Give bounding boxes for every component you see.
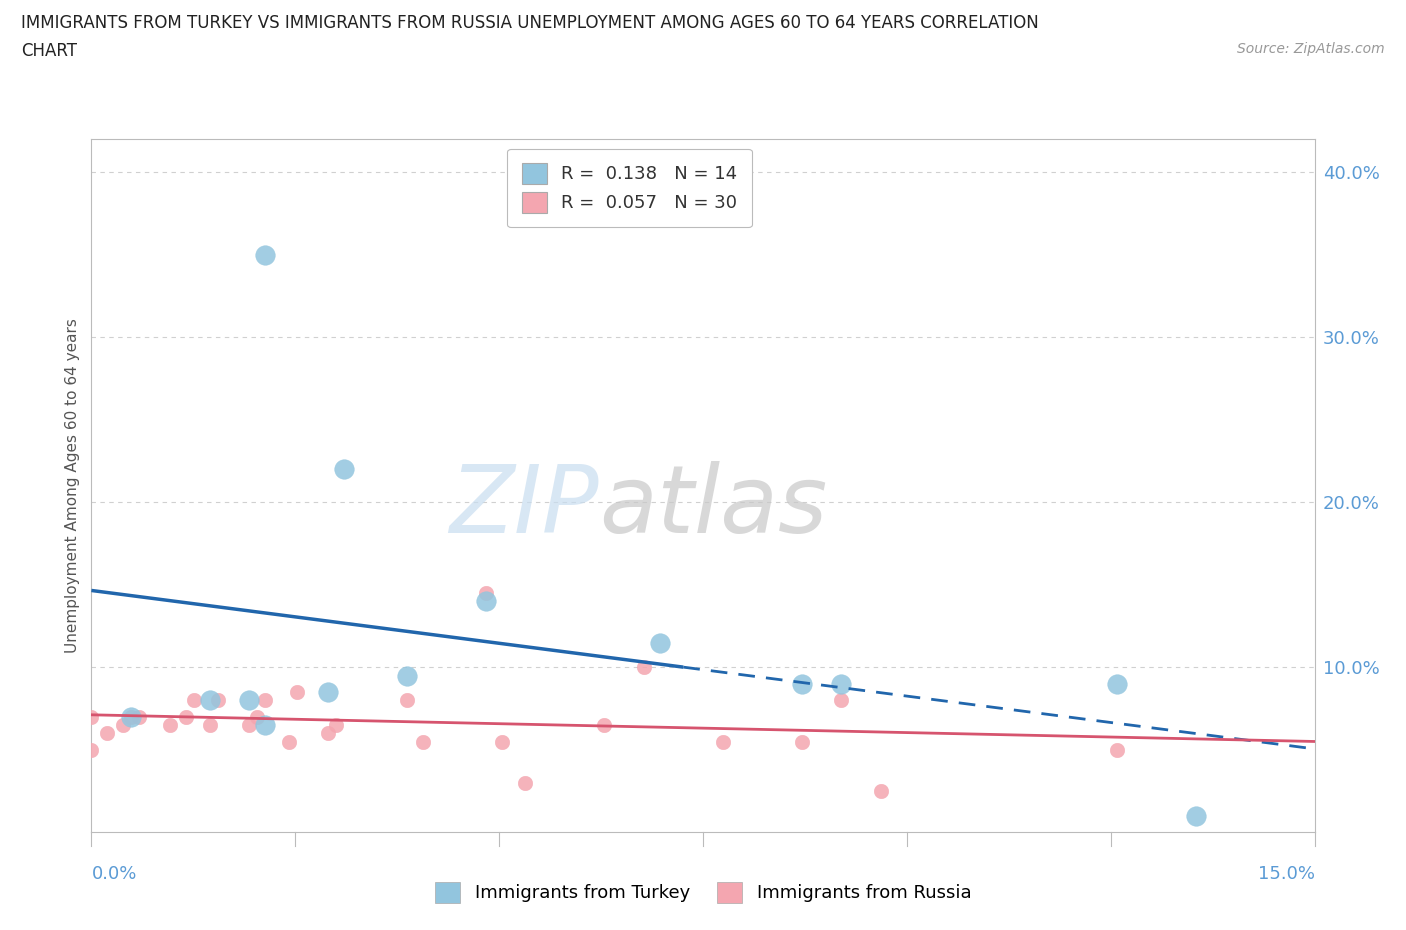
Y-axis label: Unemployment Among Ages 60 to 64 years: Unemployment Among Ages 60 to 64 years [65, 318, 80, 654]
Point [253, 693, 276, 708]
Point [253, 718, 276, 733]
Point [128, 710, 150, 724]
Text: ZIP: ZIP [450, 461, 599, 552]
Point [316, 726, 339, 741]
Point [830, 693, 852, 708]
Point [80, 742, 103, 757]
Point [396, 668, 419, 683]
Point [830, 676, 852, 691]
Text: Source: ZipAtlas.com: Source: ZipAtlas.com [1237, 42, 1385, 56]
Point [333, 462, 356, 477]
Point [253, 247, 276, 262]
Text: 0.0%: 0.0% [91, 865, 136, 883]
Point [869, 784, 891, 799]
Point [238, 718, 260, 733]
Point [80, 710, 103, 724]
Text: CHART: CHART [21, 42, 77, 60]
Point [475, 594, 498, 609]
Point [633, 660, 655, 675]
Point [198, 693, 221, 708]
Point [1107, 742, 1129, 757]
Legend: Immigrants from Turkey, Immigrants from Russia: Immigrants from Turkey, Immigrants from … [426, 872, 980, 911]
Point [790, 676, 813, 691]
Point [207, 693, 229, 708]
Point [325, 718, 347, 733]
Point [412, 734, 434, 749]
Point [285, 684, 308, 699]
Point [515, 776, 537, 790]
Point [277, 734, 299, 749]
Point [1107, 676, 1129, 691]
Point [790, 734, 813, 749]
Legend: R =  0.138   N = 14, R =  0.057   N = 30: R = 0.138 N = 14, R = 0.057 N = 30 [508, 149, 752, 227]
Point [491, 734, 513, 749]
Text: 15.0%: 15.0% [1257, 865, 1315, 883]
Point [1185, 808, 1208, 823]
Point [593, 718, 616, 733]
Point [648, 635, 671, 650]
Point [316, 684, 339, 699]
Point [159, 718, 181, 733]
Point [396, 693, 419, 708]
Point [183, 693, 205, 708]
Point [238, 693, 260, 708]
Point [198, 718, 221, 733]
Point [111, 718, 134, 733]
Point [174, 710, 197, 724]
Point [96, 726, 118, 741]
Text: IMMIGRANTS FROM TURKEY VS IMMIGRANTS FROM RUSSIA UNEMPLOYMENT AMONG AGES 60 TO 6: IMMIGRANTS FROM TURKEY VS IMMIGRANTS FRO… [21, 14, 1039, 32]
Point [120, 710, 142, 724]
Text: atlas: atlas [599, 461, 827, 552]
Point [475, 586, 498, 601]
Point [711, 734, 734, 749]
Point [120, 710, 142, 724]
Point [246, 710, 269, 724]
